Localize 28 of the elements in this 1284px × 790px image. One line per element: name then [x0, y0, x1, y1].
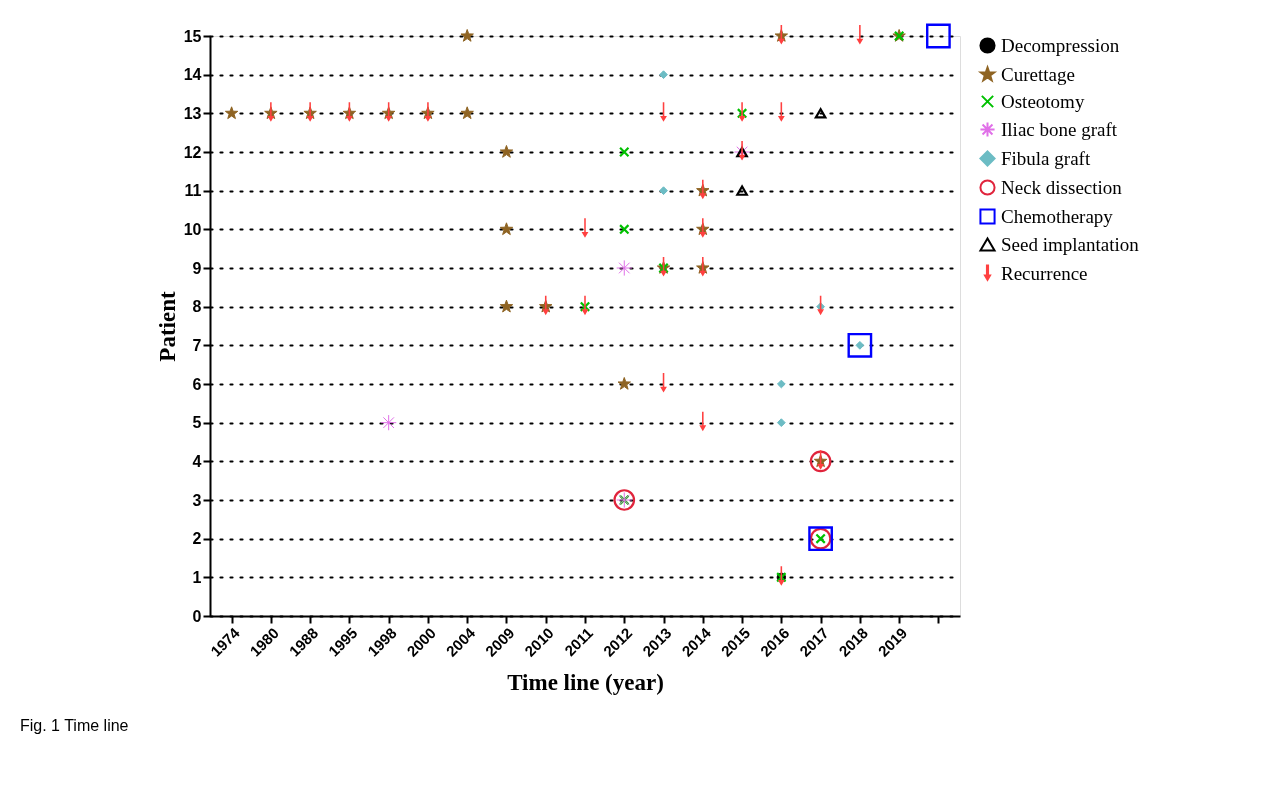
y-tick-label: 0: [192, 607, 202, 625]
y-tick-label: 14: [183, 66, 202, 84]
legend-label: Curettage: [1001, 63, 1075, 85]
y-tick-label: 8: [192, 298, 202, 316]
legend-label: Seed implantation: [1001, 233, 1140, 255]
y-tick-label: 2: [192, 530, 202, 548]
y-tick-label: 7: [192, 336, 202, 354]
y-tick-label: 4: [192, 452, 202, 470]
legend-label: Osteotomy: [1001, 90, 1085, 112]
y-tick-label: 15: [183, 27, 202, 45]
legend-label: Neck dissection: [1001, 176, 1123, 198]
y-tick-label: 10: [183, 220, 202, 238]
x-axis-title: Time line (year): [507, 669, 664, 695]
y-tick-label: 9: [192, 259, 202, 277]
y-tick-label: 12: [183, 143, 202, 161]
y-tick-label: 5: [192, 414, 202, 432]
legend-label: Recurrence: [1001, 262, 1088, 284]
legend-label: Decompression: [1001, 34, 1120, 56]
y-axis-title: Patient: [154, 291, 180, 362]
caption: Fig. 1 Time line: [20, 717, 129, 734]
y-tick-label: 1: [192, 568, 202, 586]
legend-label: Chemotherapy: [1001, 205, 1114, 227]
legend-label: Fibula graft: [1001, 147, 1091, 169]
y-tick-label: 6: [192, 375, 202, 393]
y-tick-label: 3: [192, 491, 202, 509]
legend-label: Iliac bone graft: [1001, 118, 1118, 140]
y-tick-label: 11: [184, 182, 202, 200]
y-tick-label: 13: [183, 104, 202, 122]
